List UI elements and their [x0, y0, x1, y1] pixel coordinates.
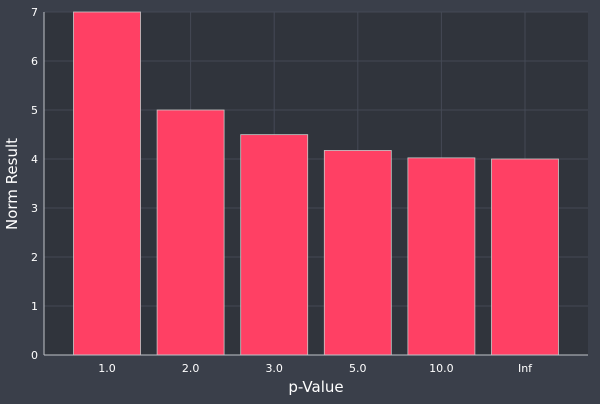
bar-1-0	[73, 11, 141, 356]
axes	[43, 12, 588, 356]
bar-3-0	[240, 134, 309, 356]
bar-5-0	[323, 150, 392, 356]
y-tick-label: 5	[31, 104, 38, 117]
y-tick-label: 3	[31, 202, 38, 215]
bars-group	[73, 11, 559, 356]
x-tick-label: 3.0	[265, 362, 283, 375]
bar-2-0	[156, 109, 225, 356]
y-axis-title: Norm Result	[3, 138, 21, 230]
x-tick-label: Inf	[518, 362, 533, 375]
y-tick-label: 2	[31, 251, 38, 264]
y-tick-label: 6	[31, 55, 38, 68]
bar-10-0	[407, 157, 476, 356]
x-tick-label: 10.0	[429, 362, 454, 375]
bar-inf	[491, 158, 559, 356]
y-tick-label: 7	[31, 6, 38, 19]
x-axis-title: p-Value	[288, 378, 343, 396]
y-tick-label: 4	[31, 153, 38, 166]
tick-labels: 0 1 2 3 4 5 6 7 1.0 2.0 3.0 5.0 10.0 Inf	[31, 6, 533, 375]
y-tick-label: 1	[31, 300, 38, 313]
y-tick-label: 0	[31, 349, 38, 362]
x-tick-label: 2.0	[182, 362, 200, 375]
x-tick-label: 1.0	[98, 362, 116, 375]
x-tick-label: 5.0	[349, 362, 367, 375]
